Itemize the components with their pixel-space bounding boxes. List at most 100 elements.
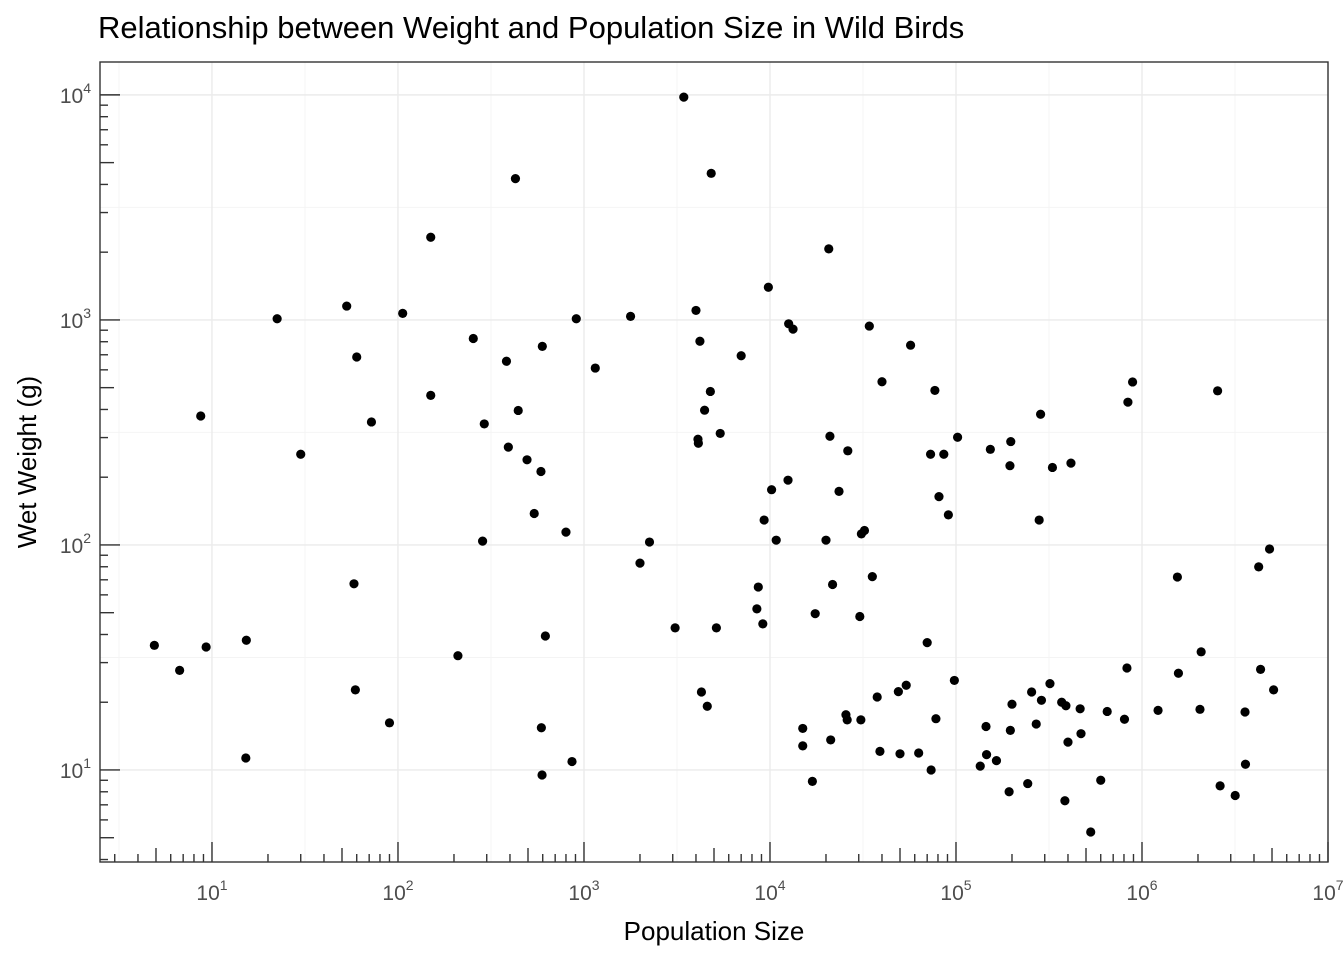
data-point (914, 748, 924, 758)
y-tick-label: 102 (60, 530, 91, 558)
data-point (1076, 729, 1086, 739)
data-point (864, 321, 874, 331)
data-point (872, 692, 882, 702)
data-point (522, 455, 532, 465)
data-point (826, 735, 836, 745)
data-point (696, 687, 707, 697)
data-point (1122, 663, 1132, 673)
y-tick-label: 101 (60, 755, 91, 783)
data-point (821, 535, 831, 545)
data-point (702, 701, 712, 711)
data-point (468, 333, 478, 344)
data-point (922, 638, 932, 648)
data-point (691, 305, 701, 316)
data-point (241, 753, 251, 763)
data-point (926, 765, 936, 775)
data-point (1195, 704, 1205, 714)
data-point (991, 756, 1002, 766)
data-point (1066, 458, 1076, 468)
data-point (426, 390, 436, 400)
data-point (352, 352, 362, 362)
data-point (975, 761, 985, 771)
data-point (567, 756, 577, 767)
data-point (537, 341, 547, 351)
data-point (503, 442, 513, 452)
data-point (875, 746, 885, 756)
data-point (943, 510, 953, 520)
data-point (1102, 706, 1112, 717)
data-point (856, 715, 866, 725)
data-point (426, 232, 436, 242)
data-point (366, 417, 377, 427)
data-point (952, 432, 963, 442)
data-point (1034, 515, 1044, 525)
data-point (824, 244, 834, 254)
data-point (350, 685, 360, 695)
data-point (513, 405, 523, 416)
data-point (635, 558, 645, 568)
data-point (711, 623, 721, 633)
x-tick-label: 107 (1312, 877, 1343, 905)
data-point (201, 642, 211, 652)
data-point (859, 525, 870, 536)
data-point (501, 356, 512, 366)
data-point (1060, 796, 1070, 806)
data-point (1007, 699, 1017, 709)
data-point (807, 776, 817, 786)
data-point (1036, 695, 1047, 705)
data-point (1006, 436, 1016, 447)
data-point (384, 718, 395, 728)
y-axis-ticks: 101 102 103 104 (60, 80, 120, 861)
data-point (1035, 409, 1046, 419)
data-point (758, 619, 768, 629)
x-tick-label: 104 (754, 877, 785, 905)
data-point (1123, 397, 1133, 407)
data-point (196, 411, 206, 421)
data-point (1004, 787, 1014, 797)
data-point (1254, 562, 1264, 572)
x-axis-ticks: 101 102 103 104 105 106 107 (114, 842, 1344, 905)
x-tick-label: 105 (940, 877, 971, 905)
data-point (895, 749, 905, 759)
data-point (453, 651, 463, 661)
data-point (693, 438, 703, 448)
data-point (843, 446, 853, 456)
data-point (537, 770, 547, 780)
data-point (1172, 572, 1182, 582)
data-point (834, 486, 844, 496)
data-point (1127, 377, 1138, 387)
data-point (1027, 687, 1037, 697)
data-point (272, 314, 282, 324)
minor-grid (100, 62, 1328, 862)
data-point (985, 444, 995, 454)
data-point (981, 750, 992, 760)
data-point (479, 419, 489, 429)
data-point (1061, 701, 1071, 711)
data-point (1005, 461, 1015, 471)
data-point (529, 508, 539, 519)
data-point (893, 686, 903, 697)
data-point (1063, 737, 1073, 747)
data-point (901, 680, 911, 690)
data-point (536, 723, 546, 733)
data-point (510, 174, 521, 184)
data-point (798, 741, 808, 751)
data-point (349, 579, 359, 589)
data-point (1173, 668, 1184, 678)
data-point (934, 491, 944, 502)
data-point (695, 336, 705, 346)
data-points (149, 92, 1279, 837)
data-point (753, 582, 763, 592)
data-point (842, 715, 852, 725)
data-point (1023, 778, 1033, 789)
y-tick-label: 104 (60, 80, 91, 108)
data-point (536, 466, 546, 477)
data-point (1230, 790, 1240, 801)
data-point (1196, 647, 1206, 657)
y-tick-label: 103 (60, 305, 91, 333)
data-point (149, 640, 159, 650)
data-point (810, 609, 820, 619)
data-point (540, 631, 550, 641)
data-point (590, 363, 600, 373)
